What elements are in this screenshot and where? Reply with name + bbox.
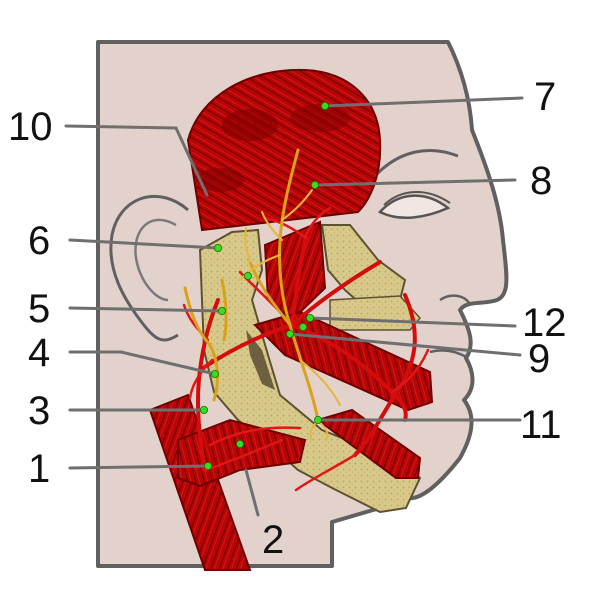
number-labels: 1 2 3 4 5 6 7 8 9 10 11 12 xyxy=(8,75,567,562)
label-11: 11 xyxy=(520,403,562,447)
mouth-line xyxy=(429,349,469,360)
label-9: 9 xyxy=(528,337,550,381)
marker-4 xyxy=(210,369,219,378)
marker-8 xyxy=(310,180,319,189)
label-1: 1 xyxy=(28,447,50,491)
label-2: 2 xyxy=(262,518,284,562)
label-8: 8 xyxy=(530,159,552,203)
marker-2 xyxy=(235,439,244,448)
brow xyxy=(374,149,459,177)
marker-9b xyxy=(298,322,307,331)
temporalis-shade-3 xyxy=(196,168,244,192)
eyelid xyxy=(383,191,451,206)
label-7: 7 xyxy=(534,75,556,119)
marker-9 xyxy=(285,329,294,338)
mandible xyxy=(198,228,422,514)
label-4: 4 xyxy=(28,331,50,375)
nostril xyxy=(439,294,472,307)
ear-inner xyxy=(134,218,177,302)
temporalis-shade-1 xyxy=(222,109,278,141)
marker-1 xyxy=(203,461,212,470)
marker-11 xyxy=(313,415,322,424)
leader-lines xyxy=(64,96,524,517)
nerves xyxy=(183,148,341,441)
marker-12 xyxy=(305,313,314,322)
markers xyxy=(199,102,329,470)
eye xyxy=(377,194,451,219)
label-12: 12 xyxy=(522,301,567,345)
arteries xyxy=(182,206,430,492)
marker-7 xyxy=(320,102,329,111)
label-5: 5 xyxy=(28,287,50,331)
ear xyxy=(109,194,189,342)
label-10: 10 xyxy=(8,105,53,149)
label-6: 6 xyxy=(28,219,50,263)
marker-3 xyxy=(199,405,208,414)
temporalis-shade-2 xyxy=(290,104,350,132)
mandible-notch xyxy=(246,330,275,390)
marker-6 xyxy=(213,243,222,252)
marker-5 xyxy=(217,306,226,315)
label-3: 3 xyxy=(28,389,50,433)
marker-6b xyxy=(243,271,252,280)
lower-lip-muscle xyxy=(315,408,422,479)
